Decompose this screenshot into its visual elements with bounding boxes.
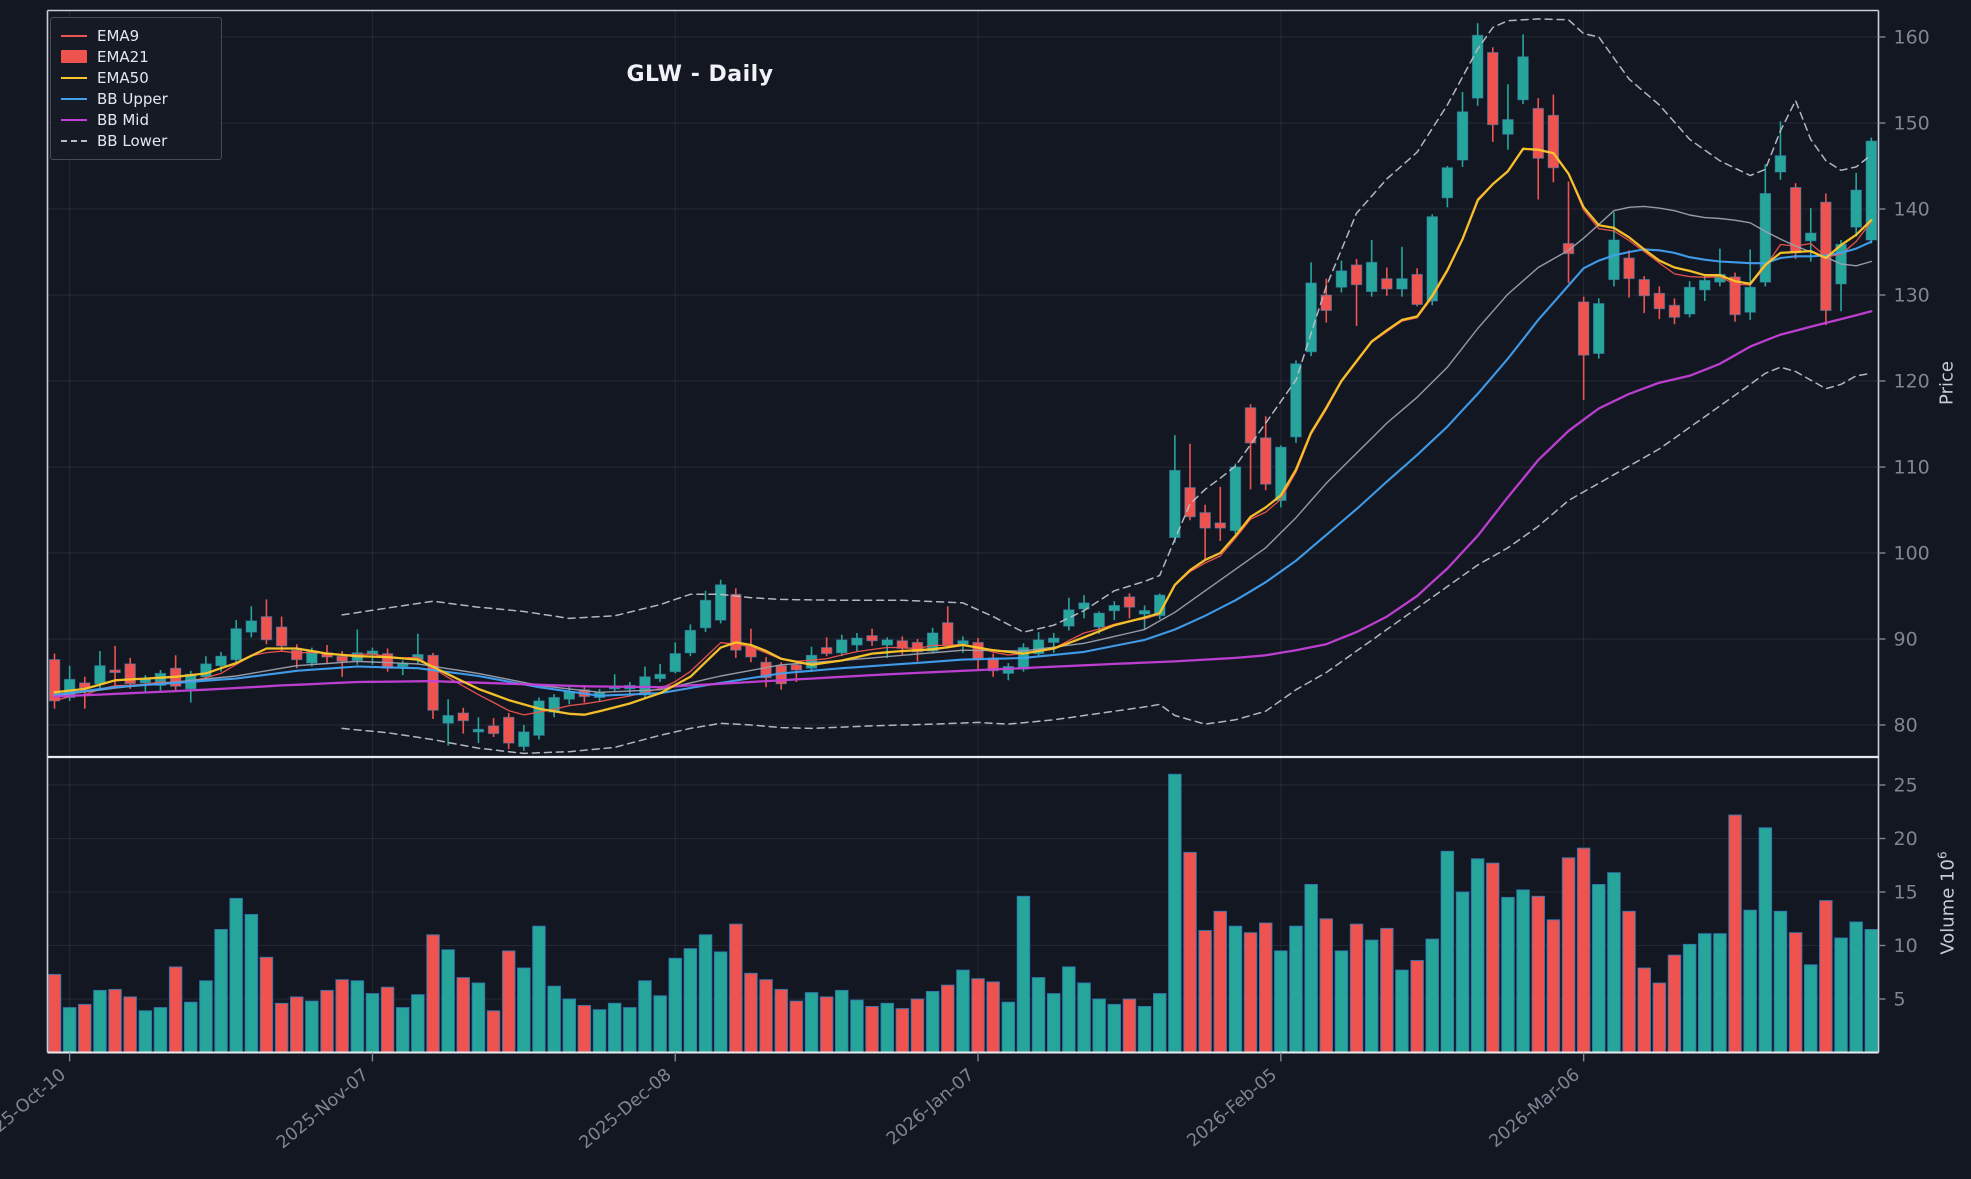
- svg-text:130: 130: [1894, 285, 1930, 307]
- legend-item-ema9: EMA9: [61, 25, 211, 46]
- legend-swatch-patch: [61, 50, 87, 63]
- legend-swatch-line: [61, 76, 87, 79]
- svg-text:120: 120: [1894, 371, 1930, 393]
- price-axis-title: Price: [1937, 361, 1958, 405]
- svg-text:90: 90: [1894, 629, 1918, 651]
- svg-text:80: 80: [1894, 715, 1918, 737]
- legend-swatch-line: [61, 97, 87, 100]
- legend-swatch-dashed-line: [61, 139, 87, 142]
- legend-label: EMA21: [97, 47, 149, 66]
- price-axis-title-text: Price: [1936, 361, 1958, 405]
- svg-text:15: 15: [1894, 882, 1918, 904]
- svg-text:10: 10: [1894, 935, 1918, 957]
- chart-title: GLW - Daily: [626, 62, 774, 87]
- legend-label: BB Lower: [97, 131, 168, 150]
- legend-label: EMA50: [97, 68, 149, 87]
- volume-axis-title-text: Volume: [1937, 887, 1959, 955]
- svg-text:25: 25: [1894, 775, 1918, 797]
- legend-item-bb-mid: BB Mid: [61, 109, 211, 130]
- volume-axis-exponent: 6: [1935, 851, 1950, 860]
- svg-text:5: 5: [1894, 989, 1906, 1011]
- svg-text:110: 110: [1894, 457, 1930, 479]
- volume-axis-unit: 10: [1937, 859, 1959, 882]
- svg-text:20: 20: [1894, 828, 1918, 850]
- legend-label: BB Upper: [97, 89, 168, 108]
- svg-text:100: 100: [1894, 543, 1930, 565]
- legend-swatch-line: [61, 118, 87, 121]
- legend-swatch-line: [61, 34, 87, 37]
- legend-label: EMA9: [97, 26, 140, 45]
- svg-text:140: 140: [1894, 199, 1930, 221]
- legend: EMA9 EMA21 EMA50 BB Upper BB Mid BB Lowe…: [50, 17, 222, 160]
- svg-text:150: 150: [1894, 113, 1930, 135]
- volume-axis-title: Volume 106: [1936, 851, 1959, 954]
- legend-item-bb-upper: BB Upper: [61, 88, 211, 109]
- legend-item-bb-lower: BB Lower: [61, 130, 211, 151]
- legend-label: BB Mid: [97, 110, 149, 129]
- legend-item-ema21: EMA21: [61, 46, 211, 67]
- svg-text:160: 160: [1894, 27, 1930, 49]
- legend-item-ema50: EMA50: [61, 67, 211, 88]
